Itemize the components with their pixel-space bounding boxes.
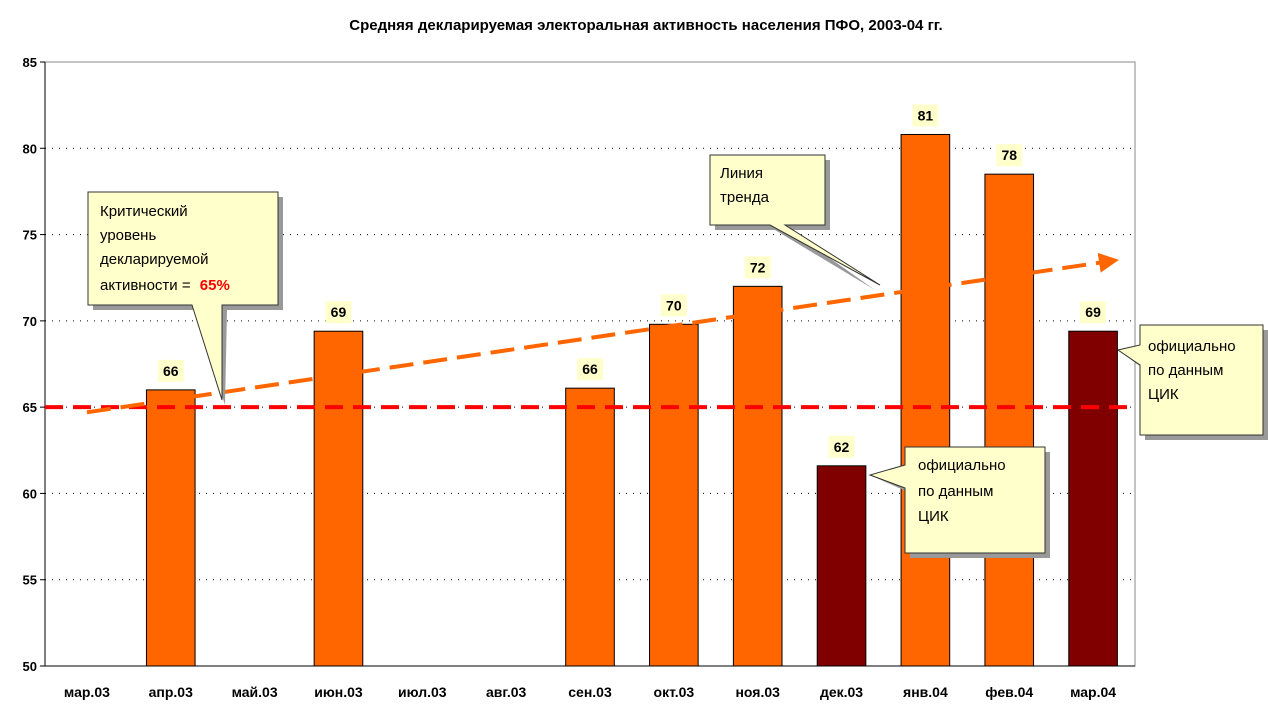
annotation-line: по данным bbox=[1148, 362, 1223, 379]
value-label: 81 bbox=[918, 107, 934, 123]
annotation-line: ЦИК bbox=[918, 508, 949, 525]
value-label: 69 bbox=[331, 304, 347, 320]
x-tick-label: май.03 bbox=[232, 684, 278, 700]
y-tick-label: 70 bbox=[23, 314, 37, 329]
bar bbox=[984, 173, 1035, 667]
value-label: 66 bbox=[163, 363, 179, 379]
annotation-line: уровень bbox=[100, 227, 156, 244]
annotation: официально по данным ЦИК bbox=[918, 457, 1010, 525]
y-tick-label: 85 bbox=[23, 55, 37, 70]
value-label-bg bbox=[744, 256, 771, 279]
bar bbox=[565, 387, 615, 667]
bar bbox=[145, 389, 196, 667]
bar bbox=[816, 465, 867, 667]
annotation-line: декларируемой bbox=[100, 251, 209, 268]
value-label: 69 bbox=[1085, 304, 1101, 320]
trend-line bbox=[86, 252, 1119, 415]
value-label: 66 bbox=[582, 361, 598, 377]
y-tick-label: 50 bbox=[23, 659, 37, 674]
annotation-line: активности = bbox=[100, 277, 191, 294]
bar bbox=[732, 285, 783, 667]
annotation-line: официально bbox=[1148, 338, 1236, 355]
chart-title: Средняя декларируемая электоральная акти… bbox=[349, 17, 942, 34]
annotation-highlight: 65% bbox=[200, 277, 230, 294]
value-label: 70 bbox=[666, 297, 682, 313]
y-tick-label: 65 bbox=[23, 400, 37, 415]
x-tick-label: сен.03 bbox=[568, 684, 612, 700]
annotation-line: по данным bbox=[918, 483, 993, 500]
value-label-bg bbox=[325, 301, 352, 324]
value-label-bg bbox=[660, 294, 687, 317]
annotation-line: Критический bbox=[100, 203, 188, 220]
annotation-line: Линия bbox=[720, 165, 763, 182]
annotation-line: ЦИК bbox=[1148, 386, 1179, 403]
value-label-bg bbox=[912, 104, 939, 127]
x-tick-label: мар.04 bbox=[1070, 684, 1116, 700]
value-label: 78 bbox=[1001, 147, 1017, 163]
y-tick-label: 80 bbox=[23, 141, 37, 156]
value-label-bg bbox=[157, 359, 184, 382]
annotation-line: официально bbox=[918, 457, 1006, 474]
x-tick-label: фев.04 bbox=[985, 684, 1033, 700]
x-tick-label: апр.03 bbox=[149, 684, 193, 700]
y-tick-label: 55 bbox=[23, 573, 37, 588]
x-tick-label: июл.03 bbox=[398, 684, 447, 700]
annotation: Критический уровень декларируемой активн… bbox=[100, 203, 230, 294]
y-tick-label: 60 bbox=[23, 486, 37, 501]
x-tick-label: мар.03 bbox=[64, 684, 110, 700]
y-tick-label: 75 bbox=[23, 228, 37, 243]
x-tick-label: дек.03 bbox=[820, 684, 863, 700]
bar bbox=[649, 323, 699, 667]
value-label-bg bbox=[828, 435, 855, 458]
value-label-bg bbox=[577, 358, 603, 381]
bar bbox=[900, 133, 951, 667]
x-tick-label: янв.04 bbox=[903, 684, 948, 700]
value-label: 62 bbox=[834, 439, 850, 455]
x-tick-label: авг.03 bbox=[486, 684, 526, 700]
callouts bbox=[87, 154, 1268, 558]
value-label-bg bbox=[996, 144, 1023, 167]
annotation: Линия тренда bbox=[720, 165, 770, 206]
annotation-line: тренда bbox=[720, 189, 770, 206]
value-label-bg bbox=[1080, 301, 1107, 324]
annotation: официально по данным ЦИК bbox=[1148, 338, 1240, 403]
annotation-texts: Критический уровень декларируемой активн… bbox=[100, 165, 1240, 525]
x-tick-label: ноя.03 bbox=[735, 684, 780, 700]
x-tick-label: июн.03 bbox=[314, 684, 363, 700]
value-label: 72 bbox=[750, 259, 766, 275]
bar bbox=[313, 330, 364, 667]
bar bbox=[1068, 330, 1118, 667]
x-tick-label: окт.03 bbox=[654, 684, 695, 700]
